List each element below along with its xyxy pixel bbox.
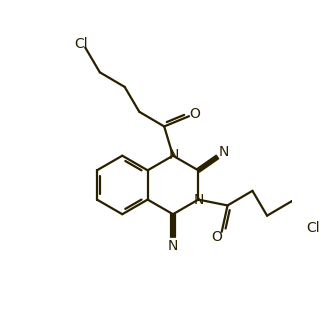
Text: Cl: Cl [307,221,320,235]
Text: O: O [212,230,223,244]
Text: N: N [219,145,229,159]
Text: O: O [189,107,200,121]
Text: N: N [169,148,179,162]
Text: N: N [168,239,178,253]
Text: N: N [194,193,204,207]
Text: Cl: Cl [74,37,88,51]
